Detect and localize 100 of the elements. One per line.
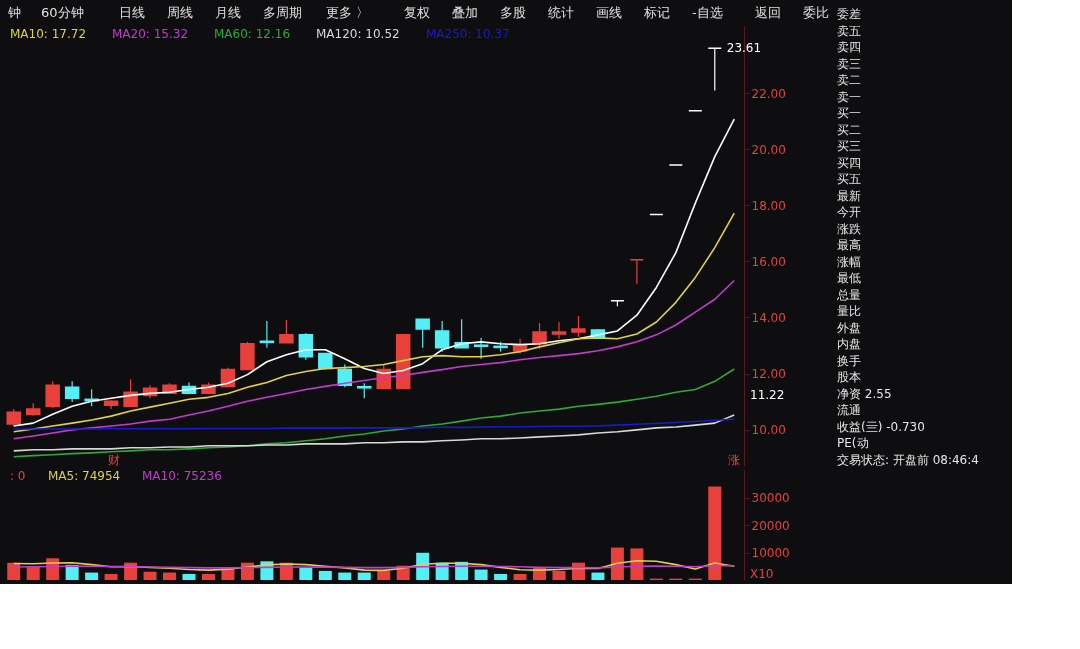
candlestick — [571, 315, 586, 338]
text: MA120: 10.52 — [316, 27, 400, 41]
text: 11.22 — [750, 388, 785, 403]
text: 买三 — [837, 139, 861, 153]
text: MA250: 10.37 — [426, 27, 510, 41]
text: 周线 — [167, 5, 193, 20]
text: 涨跌 — [837, 221, 861, 236]
text: MA20: 15.32 — [112, 27, 189, 41]
bar — [338, 572, 352, 580]
text: 净资 2.55 — [837, 386, 892, 401]
bar — [182, 573, 196, 580]
y-tick-label: 10.00 — [751, 423, 786, 438]
text: 委比 — [803, 5, 829, 20]
text: 最低 — [837, 271, 861, 285]
text: 买一 — [837, 106, 861, 120]
text: 总量 — [836, 287, 861, 302]
bar — [357, 572, 371, 580]
line-series — [12, 559, 736, 572]
text: 钟 — [7, 5, 21, 20]
bar — [104, 573, 118, 580]
y-tick-label: 20000 — [751, 518, 790, 533]
text: 今开 — [837, 205, 861, 219]
line-series — [12, 212, 736, 433]
text: 卖三 — [837, 56, 861, 71]
line-series — [12, 418, 736, 430]
bar — [377, 570, 391, 580]
y-tick-label: 30000 — [751, 491, 790, 505]
text: 收益(亖) -0.730 — [837, 419, 925, 434]
line-series — [12, 279, 736, 440]
text: 委差 — [837, 7, 861, 21]
bar — [143, 571, 157, 580]
candlestick — [298, 332, 314, 361]
bar — [494, 573, 508, 580]
text: 量比 — [837, 304, 861, 318]
text: 交易状态: 开盘前 08:46:4 — [837, 452, 979, 467]
line-series — [12, 118, 736, 427]
text: 卖一 — [837, 89, 861, 104]
line-series — [12, 414, 736, 452]
text: 涨幅 — [837, 254, 861, 269]
text: 标记 — [643, 5, 670, 20]
annotation: 财 — [108, 453, 120, 467]
text: 日线 — [119, 5, 145, 20]
text: 多周期 — [263, 5, 302, 20]
candlestick — [707, 47, 723, 92]
bar — [318, 570, 332, 580]
candlestick — [629, 258, 645, 285]
y-tick-label: 12.00 — [751, 367, 786, 382]
y-tick-label: 14.00 — [751, 310, 786, 325]
text: 月线 — [215, 5, 241, 20]
y-tick-label: 18.00 — [751, 198, 786, 213]
text: 买二 — [837, 122, 861, 137]
y-tick-label: 22.00 — [751, 86, 786, 101]
bar — [85, 572, 99, 580]
text: 返回 — [755, 5, 781, 20]
text: 外盘 — [837, 320, 861, 335]
candlestick — [45, 380, 60, 409]
candlestick — [64, 380, 80, 403]
bar — [552, 570, 566, 580]
bar — [299, 567, 313, 580]
candlestick — [551, 321, 567, 340]
candlestick — [532, 322, 547, 350]
text: 叠加 — [452, 5, 478, 20]
text: 换手 — [837, 353, 861, 368]
annotation: 23.61 — [726, 41, 762, 56]
candlestick — [279, 319, 294, 344]
bar — [591, 572, 605, 580]
text: 画线 — [596, 5, 622, 20]
text: 最高 — [837, 238, 861, 252]
annotation: : 0 — [10, 469, 26, 483]
bar — [26, 567, 40, 580]
text: MA60: 12.16 — [214, 27, 291, 41]
text: 股本 — [837, 370, 861, 384]
text: 卖五 — [837, 23, 861, 38]
y-tick-label: 20.00 — [751, 142, 786, 157]
bar — [163, 572, 177, 580]
text: 卖四 — [837, 40, 861, 54]
y-tick-label: 10000 — [751, 546, 790, 560]
text: 卖二 — [837, 73, 861, 87]
text: -自选 — [692, 5, 723, 20]
bar — [513, 573, 527, 580]
text: MA10: 75236 — [142, 469, 222, 483]
text: 最新 — [837, 188, 861, 203]
candlestick — [434, 320, 450, 353]
bar — [474, 569, 488, 580]
text: 流通 — [837, 403, 861, 417]
text: 复权 — [404, 5, 430, 20]
candlestick — [473, 337, 489, 360]
annotation: 涨 — [728, 453, 740, 467]
text: 内盘 — [837, 337, 861, 351]
bar — [708, 486, 722, 580]
text: 60分钟 — [41, 5, 84, 20]
text: PE(动 — [837, 436, 869, 450]
text: 买五 — [837, 172, 861, 186]
text: 更多 〉 — [326, 5, 370, 20]
text: MA5: 74954 — [48, 469, 121, 483]
bar — [201, 573, 215, 580]
text: 统计 — [548, 5, 574, 20]
text: 买四 — [837, 155, 861, 170]
candlestick — [415, 318, 430, 349]
y-tick-label: 16.00 — [751, 254, 786, 269]
